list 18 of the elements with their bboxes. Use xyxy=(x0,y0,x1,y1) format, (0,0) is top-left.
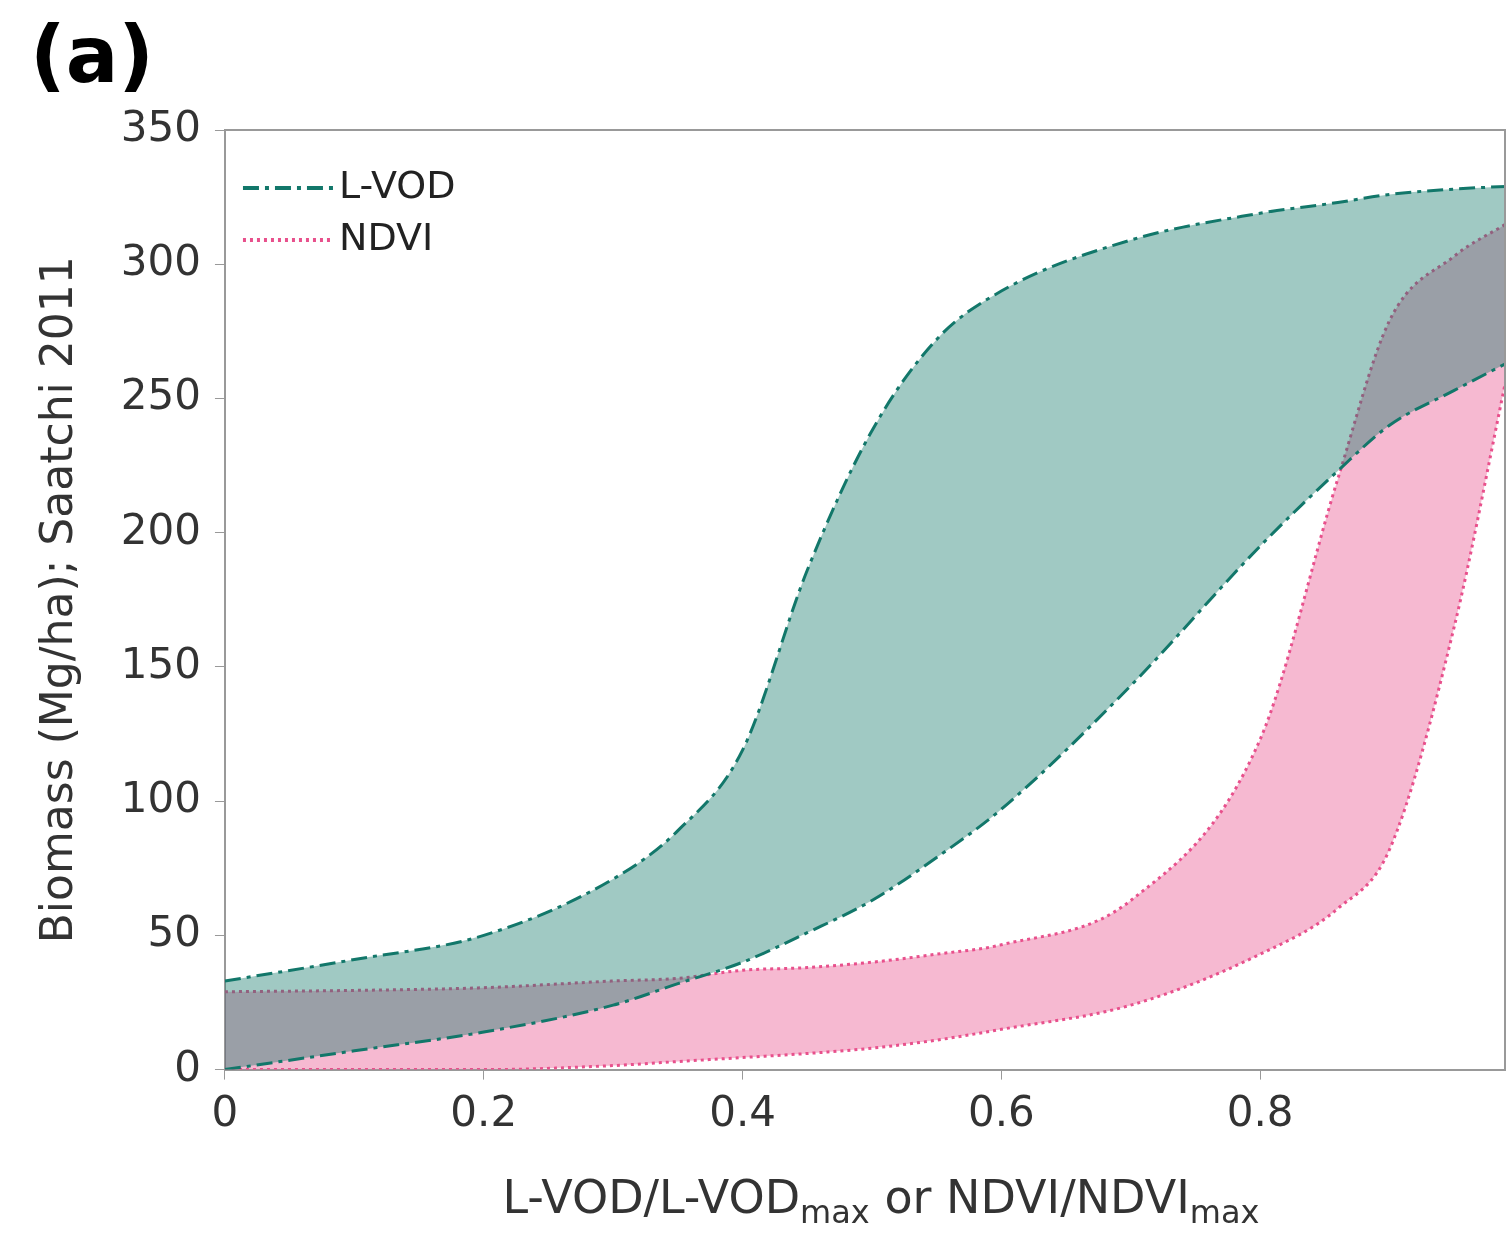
x-tick-label: 0 xyxy=(211,1086,239,1136)
legend-label: NDVI xyxy=(338,214,434,259)
y-tick-label: 200 xyxy=(120,504,201,554)
y-tick-label: 350 xyxy=(120,101,201,151)
y-tick-label: 300 xyxy=(120,236,201,286)
x-tick-label: 0.6 xyxy=(967,1086,1035,1136)
y-tick-label: 250 xyxy=(120,370,201,420)
x-tick-label: 0.2 xyxy=(450,1086,518,1136)
x-tick-label: 0.8 xyxy=(1226,1086,1294,1136)
y-axis-title: Biomass (Mg/ha); Saatchi 2011 xyxy=(30,256,82,944)
legend-label: L-VOD xyxy=(338,162,456,207)
y-tick-label: 0 xyxy=(174,1041,201,1091)
y-tick-label: 150 xyxy=(120,638,201,688)
text: (a) xyxy=(30,10,154,100)
x-tick-label: 0.4 xyxy=(709,1086,776,1136)
x-axis-title: L-VOD/L-VOD$_{max}$ or NDVI/NDVI$_{max}$ xyxy=(501,1170,1261,1232)
y-tick-label: 100 xyxy=(120,773,201,823)
y-tick-label: 50 xyxy=(147,907,201,957)
